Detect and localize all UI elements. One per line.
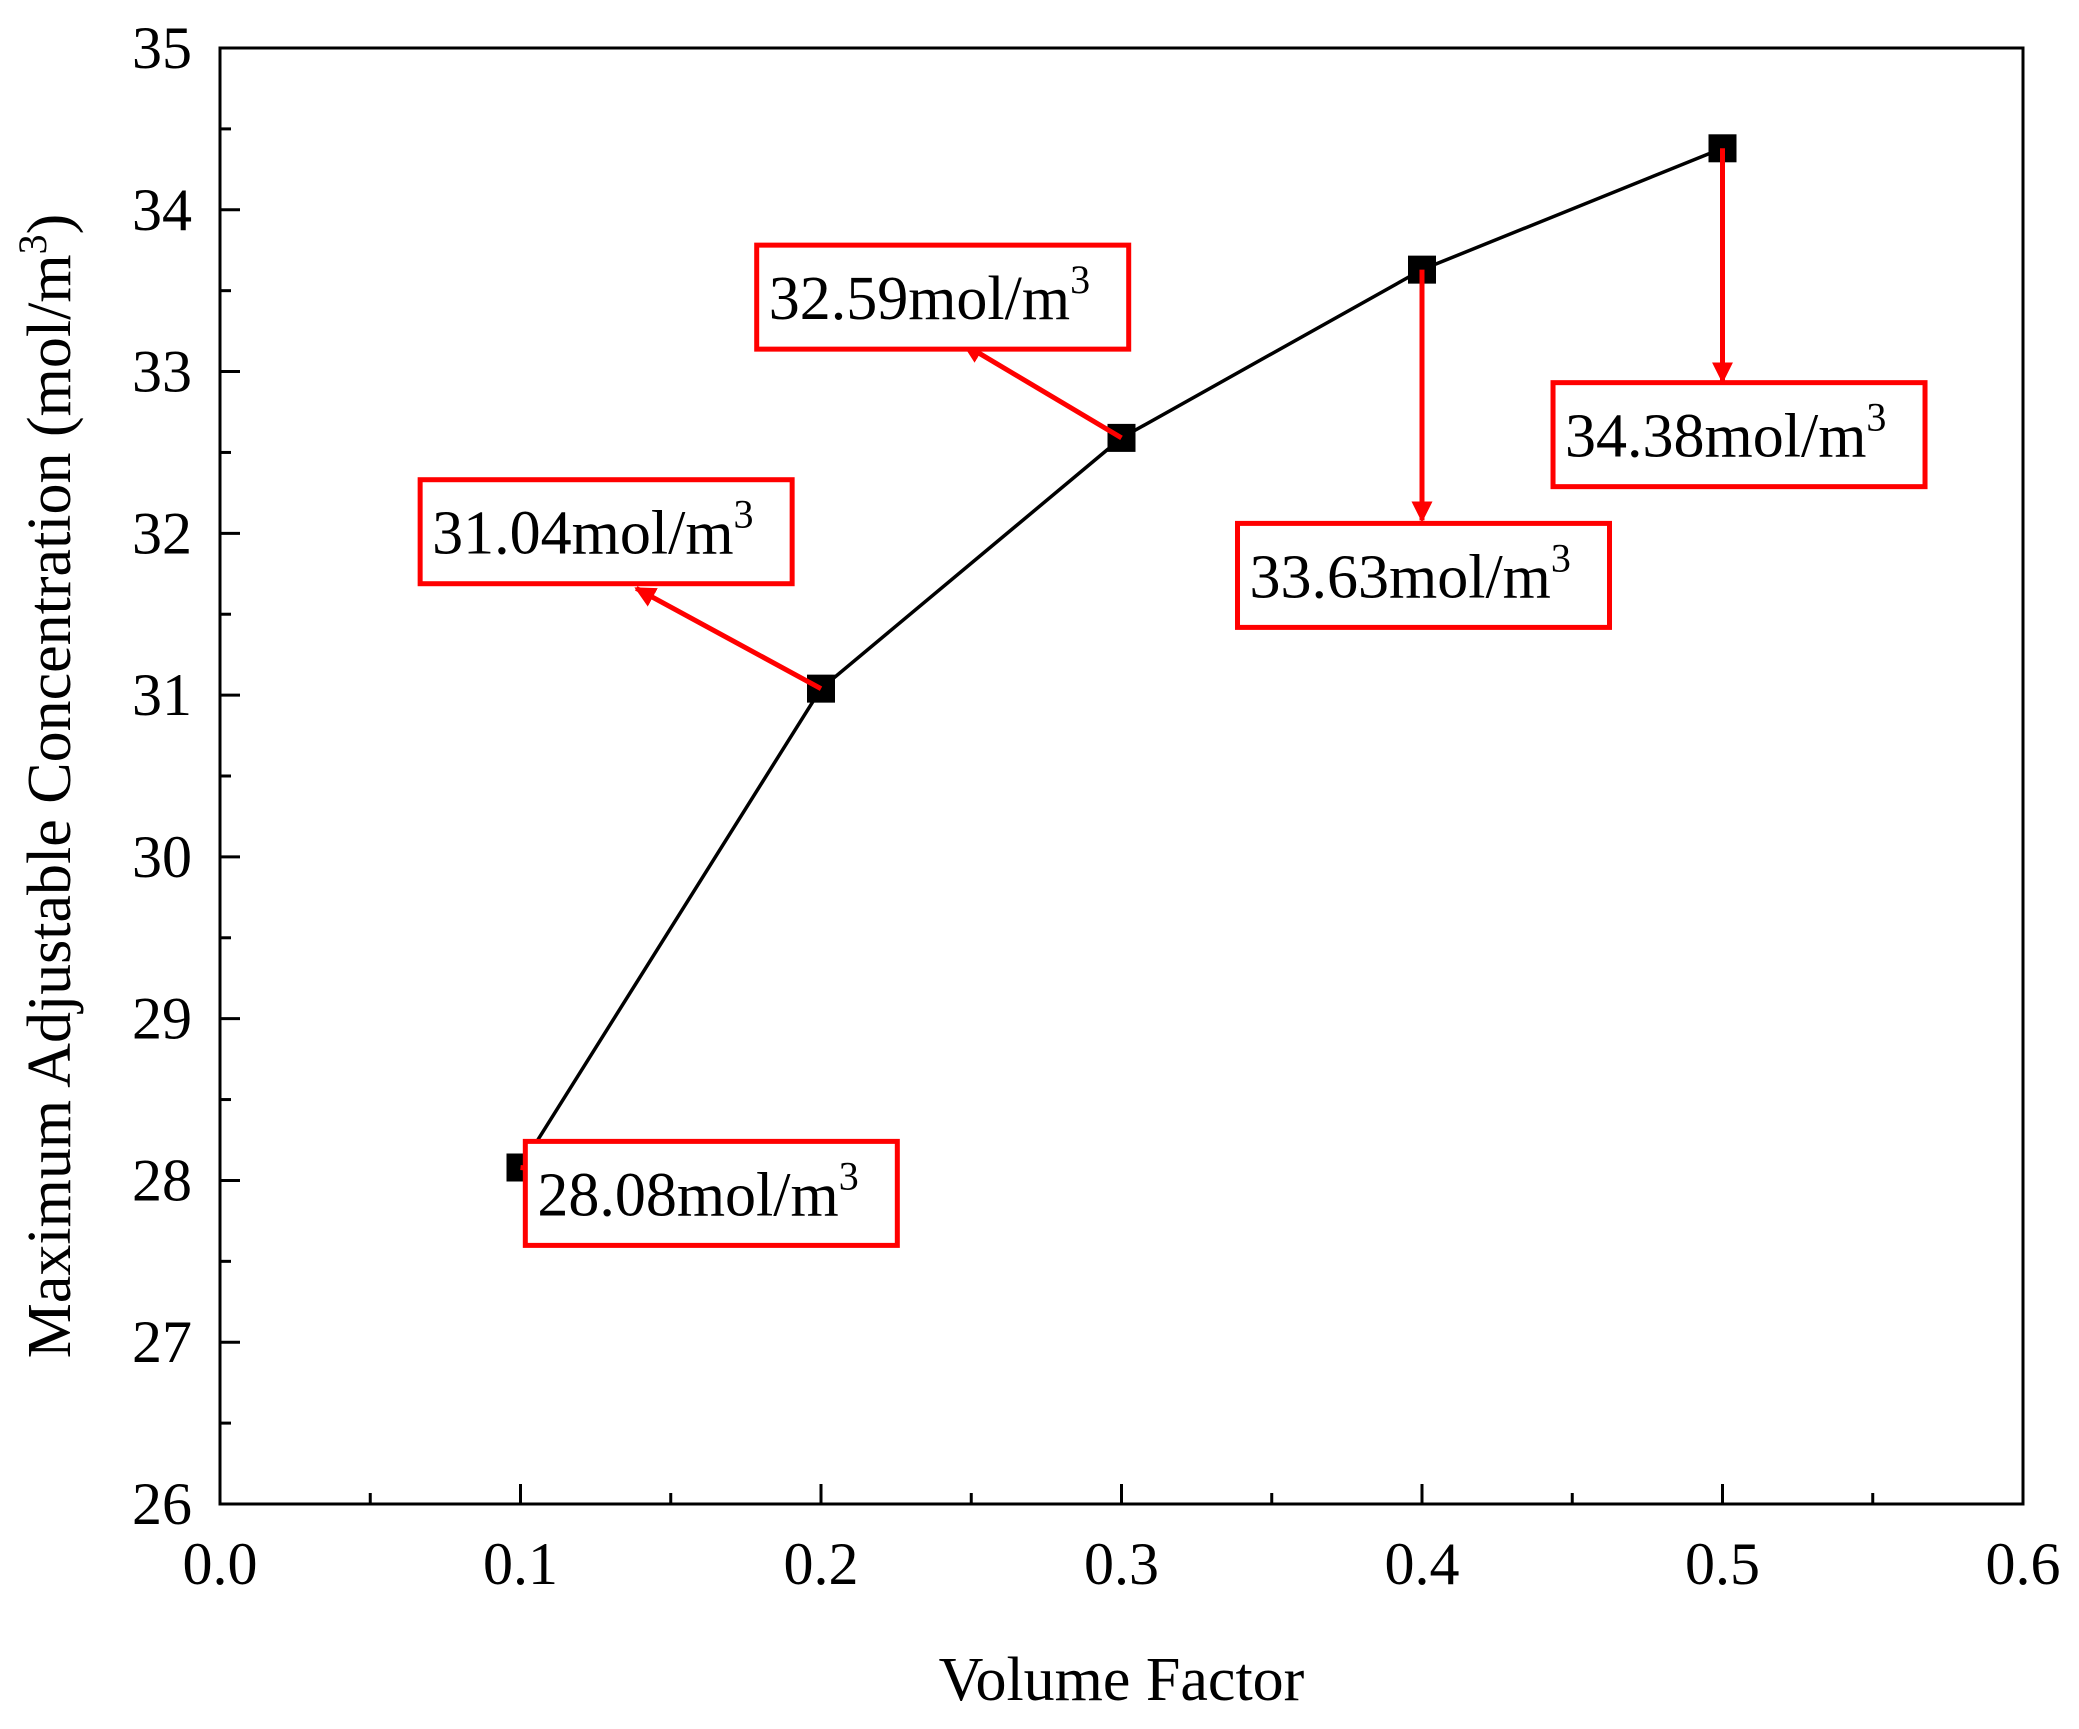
annotation-label: 33.63mol/m3 (1250, 535, 1571, 611)
annotation-label-superscript: 3 (839, 1153, 859, 1198)
x-tick-label: 0.1 (483, 1531, 558, 1597)
y-tick-label: 31 (132, 662, 192, 728)
annotation-label-superscript: 3 (1070, 257, 1090, 302)
annotation-label: 34.38mol/m3 (1565, 395, 1886, 471)
y-tick-label: 34 (132, 177, 192, 243)
x-axis-title: Volume Factor (939, 1646, 1305, 1714)
annotation-label-superscript: 3 (1551, 535, 1571, 580)
annotation-label-main: 33.63mol/m (1250, 543, 1551, 611)
y-tick-label: 32 (132, 500, 192, 566)
annotation-label-superscript: 3 (734, 492, 754, 537)
y-tick-label: 29 (132, 986, 192, 1052)
y-tick-label: 26 (132, 1471, 192, 1537)
annotation-box (754, 242, 1132, 352)
x-tick-label: 0.0 (183, 1531, 258, 1597)
x-tick-label: 0.2 (784, 1531, 859, 1597)
annotation-label: 31.04mol/m3 (432, 492, 753, 568)
x-tick-label: 0.4 (1385, 1531, 1460, 1597)
y-tick-label: 30 (132, 824, 192, 890)
annotation-label: 32.59mol/m3 (769, 257, 1090, 333)
annotation-label-main: 34.38mol/m (1565, 403, 1866, 471)
annotation-label-main: 32.59mol/m (769, 265, 1070, 333)
y-axis-title-main: Maximum Adjustable Concentration (mol/m (16, 254, 84, 1358)
annotation-label-main: 31.04mol/m (432, 500, 733, 568)
annotation-arrow (634, 586, 823, 691)
y-axis-title-close: ) (16, 214, 84, 235)
plot-frame (218, 46, 2025, 1506)
y-axis-title-superscript: 3 (10, 234, 55, 254)
annotation-box (1235, 520, 1613, 630)
annotation-label-main: 28.08mol/m (537, 1161, 838, 1229)
x-tick-label: 0.6 (1986, 1531, 2061, 1597)
y-tick-label: 28 (132, 1147, 192, 1213)
x-tick-label: 0.3 (1084, 1531, 1159, 1597)
annotation-box (1550, 380, 1928, 490)
annotation-arrow (961, 341, 1123, 441)
annotation-label-superscript: 3 (1866, 395, 1886, 440)
y-tick-label: 27 (132, 1309, 192, 1375)
x-tick-label: 0.5 (1685, 1531, 1760, 1597)
annotation-box (522, 1138, 900, 1248)
y-tick-label: 33 (132, 339, 192, 405)
annotation-label: 28.08mol/m3 (537, 1153, 858, 1229)
annotation-box (417, 477, 795, 587)
y-axis-title: Maximum Adjustable Concentration (mol/m3… (10, 214, 84, 1358)
y-tick-label: 35 (132, 15, 192, 81)
